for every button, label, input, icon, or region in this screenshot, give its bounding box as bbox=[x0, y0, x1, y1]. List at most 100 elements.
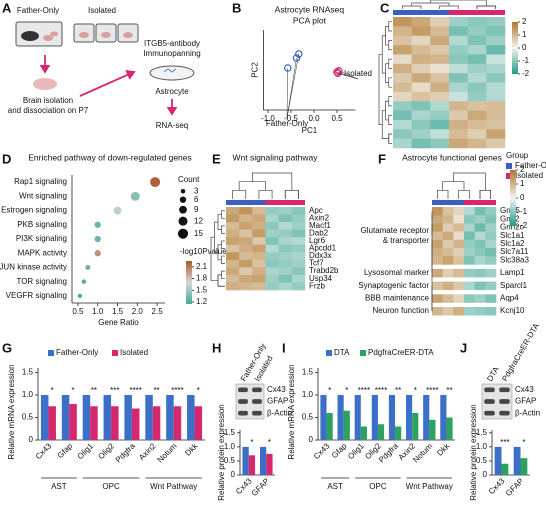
x-axis-label: Gene Ratio bbox=[98, 318, 139, 327]
dendrogram bbox=[251, 172, 293, 191]
dendrogram bbox=[385, 100, 389, 121]
heatmap-cell bbox=[430, 82, 450, 93]
heatmap-cell bbox=[393, 26, 412, 37]
y-tick-label: 1.0 bbox=[224, 442, 236, 451]
heatmap-cell bbox=[442, 231, 454, 241]
heatmap-cell bbox=[464, 223, 475, 232]
heatmap-cell bbox=[432, 223, 443, 232]
heatmap-cell bbox=[430, 129, 450, 139]
heatmap-cell bbox=[442, 307, 454, 316]
y-tick-label: 0 bbox=[483, 470, 488, 479]
band bbox=[484, 399, 495, 404]
heatmap-cell bbox=[485, 307, 497, 316]
heatmap-cell bbox=[485, 256, 497, 265]
band bbox=[499, 387, 510, 393]
heatmap-cell bbox=[265, 214, 279, 223]
colorbar-label: 2 bbox=[520, 165, 525, 174]
heatmap-cell bbox=[474, 294, 486, 303]
legend-label: 6 bbox=[194, 195, 199, 204]
step-text: and dissociation on P7 bbox=[8, 106, 89, 115]
heatmap-cell bbox=[453, 215, 465, 224]
pup bbox=[79, 32, 89, 38]
y-tick-label: 0.5 bbox=[302, 413, 314, 422]
bar bbox=[266, 453, 273, 475]
y-axis-label: Relative mRNA expression bbox=[7, 364, 16, 459]
heatmap-cell bbox=[226, 267, 240, 276]
y-tick-label: 0 bbox=[309, 435, 314, 444]
heatmap-cell bbox=[442, 256, 454, 265]
bar bbox=[320, 395, 327, 440]
panel-label: B bbox=[232, 0, 241, 15]
heatmap-cell bbox=[486, 35, 506, 46]
heatmap-cell bbox=[467, 73, 487, 83]
heatmap-cell bbox=[442, 207, 454, 216]
heatmap-cell bbox=[226, 259, 240, 268]
heatmap-cell bbox=[432, 248, 443, 257]
row-label: Slc1a2 bbox=[500, 239, 525, 248]
bar bbox=[40, 395, 49, 440]
heatmap-cell bbox=[411, 101, 431, 111]
heatmap-cell bbox=[252, 222, 266, 230]
heatmap-cell bbox=[278, 274, 293, 283]
heatmap-cell bbox=[474, 239, 486, 249]
heatmap-cell bbox=[393, 54, 412, 65]
x-tick-label: Cx43 bbox=[312, 441, 332, 461]
bar bbox=[337, 395, 344, 440]
colorbar-label: 1.2 bbox=[196, 297, 208, 306]
bubble bbox=[113, 206, 122, 215]
heatmap-cell bbox=[467, 82, 487, 93]
heatmap-cell bbox=[278, 252, 293, 261]
dendrogram bbox=[388, 133, 392, 144]
panel-label: D bbox=[2, 151, 11, 166]
row-label: Lamp1 bbox=[500, 268, 525, 277]
heatmap-cell bbox=[474, 307, 486, 316]
bar bbox=[360, 426, 367, 440]
heatmap-cell bbox=[265, 282, 279, 291]
bar bbox=[242, 446, 249, 475]
row-label: Frzb bbox=[309, 281, 326, 290]
significance: * bbox=[345, 386, 348, 395]
step-text: Brain isolation bbox=[23, 96, 73, 105]
colorbar-label: 1.5 bbox=[196, 285, 208, 294]
x-axis-label: PC1 bbox=[302, 126, 318, 135]
heatmap-cell bbox=[486, 17, 506, 27]
heatmap-cell bbox=[291, 244, 306, 253]
heatmap-cell bbox=[430, 35, 450, 46]
dendrogram bbox=[385, 26, 389, 46]
y-tick-label: 0.5 bbox=[476, 456, 488, 465]
y-tick-label: 0 bbox=[29, 435, 34, 444]
point bbox=[295, 50, 303, 58]
heatmap-cell bbox=[239, 267, 253, 276]
heatmap-cell bbox=[464, 215, 475, 224]
row-label: Trabd2b bbox=[309, 266, 339, 275]
heatmap-cell bbox=[467, 138, 487, 149]
heatmap-cell bbox=[464, 268, 475, 278]
lane-label: PdgfraCreER-DTA bbox=[500, 321, 541, 383]
heatmap-cell bbox=[464, 207, 475, 216]
heatmap-cell bbox=[442, 294, 454, 303]
heatmap-cell bbox=[252, 237, 266, 246]
heatmap-cell bbox=[239, 207, 253, 215]
panel-label: F bbox=[378, 151, 386, 166]
heatmap-cell bbox=[449, 26, 468, 37]
heatmap-cell bbox=[430, 63, 450, 74]
colorbar bbox=[512, 22, 518, 74]
leader-line bbox=[286, 67, 289, 119]
heatmap-cell bbox=[474, 207, 486, 216]
heatmap-cell bbox=[486, 101, 506, 111]
heatmap-cell bbox=[486, 73, 506, 83]
x-tick-label: Pdgfra bbox=[114, 441, 137, 464]
group-bar bbox=[432, 200, 464, 205]
heatmap-cell bbox=[291, 267, 306, 276]
heatmap-cell bbox=[485, 281, 497, 291]
bar bbox=[520, 458, 528, 475]
heatmap-cell bbox=[464, 256, 475, 265]
heatmap-cell bbox=[432, 207, 443, 216]
y-tick-label: 1.0 bbox=[476, 442, 488, 451]
dendrogram bbox=[388, 96, 392, 107]
heatmap-cell bbox=[453, 268, 465, 278]
heatmap-cell bbox=[411, 63, 431, 74]
y-tick-label: 1.5 bbox=[302, 368, 314, 377]
bar bbox=[412, 413, 419, 440]
significance: * bbox=[522, 438, 525, 447]
